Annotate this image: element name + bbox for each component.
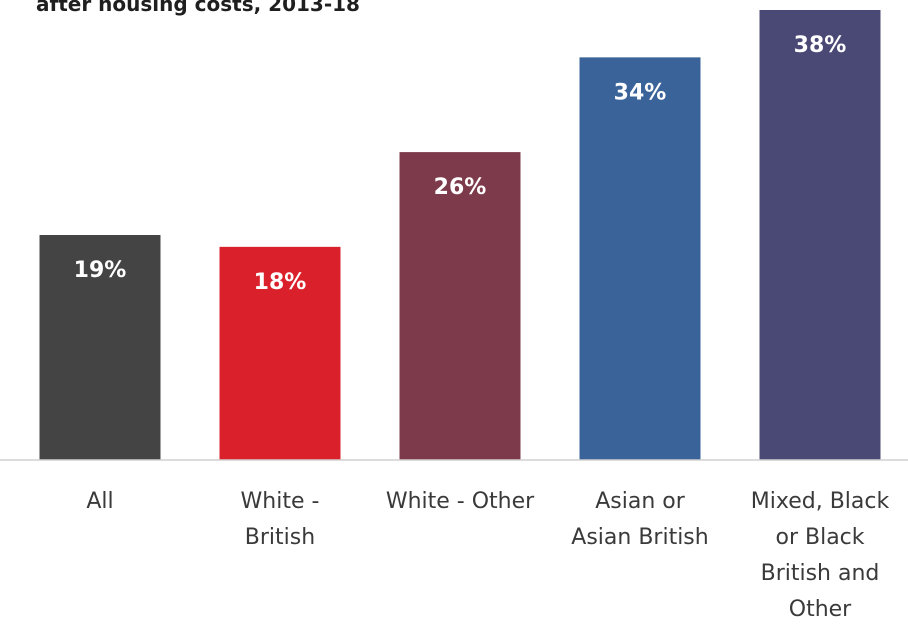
value-label-2: 26% — [434, 175, 487, 200]
value-label-3: 34% — [614, 80, 667, 105]
category-label-3-line-0: Asian or — [595, 489, 686, 514]
category-label-2-line-0: White - Other — [386, 489, 535, 514]
bars-layer — [39, 10, 881, 461]
bar-0 — [39, 235, 161, 460]
chart-title: after housing costs, 2013-18 — [36, 0, 360, 16]
value-label-1: 18% — [254, 270, 307, 295]
category-label-4-line-0: Mixed, Black — [751, 489, 890, 514]
category-label-4-line-2: British and — [761, 561, 880, 586]
value-labels-layer: 19% 18% 26% 34% 38% — [74, 33, 847, 295]
bar-4 — [759, 10, 881, 460]
category-label-1-line-0: White - — [241, 489, 320, 514]
value-label-4: 38% — [794, 33, 847, 58]
category-label-4-line-3: Other — [789, 597, 852, 622]
bar-2 — [399, 152, 521, 460]
bar-3 — [579, 57, 701, 461]
category-label-4-line-1: or Black — [775, 525, 864, 550]
category-label-3-line-1: Asian British — [571, 525, 708, 550]
category-labels-layer: All White - British White - Other Asian or As… — [86, 489, 889, 622]
bar-1 — [219, 246, 341, 460]
category-label-1-line-1: British — [245, 525, 315, 550]
category-label-0-line-0: All — [86, 489, 113, 514]
value-label-0: 19% — [74, 258, 127, 283]
